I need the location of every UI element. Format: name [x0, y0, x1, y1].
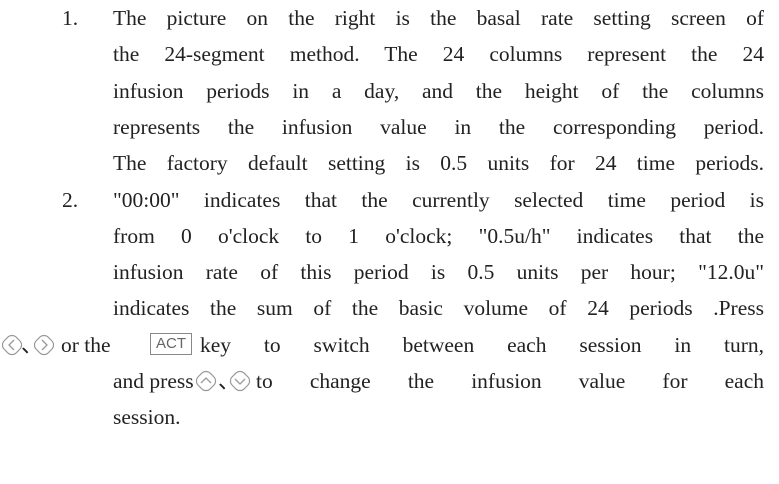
- text-line: represents the infusion value in the cor…: [113, 114, 764, 139]
- act-key: ACT: [150, 332, 192, 355]
- text: or the: [61, 332, 111, 357]
- text-line: from 0 o'clock to 1 o'clock; "0.5u/h" in…: [113, 223, 764, 248]
- arrow-icon: [195, 370, 217, 392]
- text: and press: [113, 369, 194, 393]
- text-line: indicates the sum of the basic volume of…: [113, 296, 764, 321]
- text: to change the infusion value for each: [256, 369, 764, 393]
- text-line: The factory default setting is 0.5 units…: [113, 151, 764, 176]
- text-line: infusion rate of this period is 0.5 unit…: [113, 260, 764, 285]
- text-line: infusion periods in a day, and the heigh…: [113, 78, 764, 103]
- text-line: session.: [113, 405, 181, 430]
- item-number: 1.: [62, 6, 79, 30]
- text-line: "00:00" indicates that the currently sel…: [113, 187, 764, 212]
- item-number: 2.: [62, 187, 79, 212]
- text: key to switch between each session in tu…: [200, 332, 764, 357]
- arrow-icon: [1, 334, 23, 355]
- arrow-icon: [229, 370, 251, 392]
- arrow-icon: [33, 334, 55, 355]
- text-line: The picture on the right is the basal ra…: [113, 6, 764, 30]
- text-line: the 24-segment method. The 24 columns re…: [113, 42, 764, 67]
